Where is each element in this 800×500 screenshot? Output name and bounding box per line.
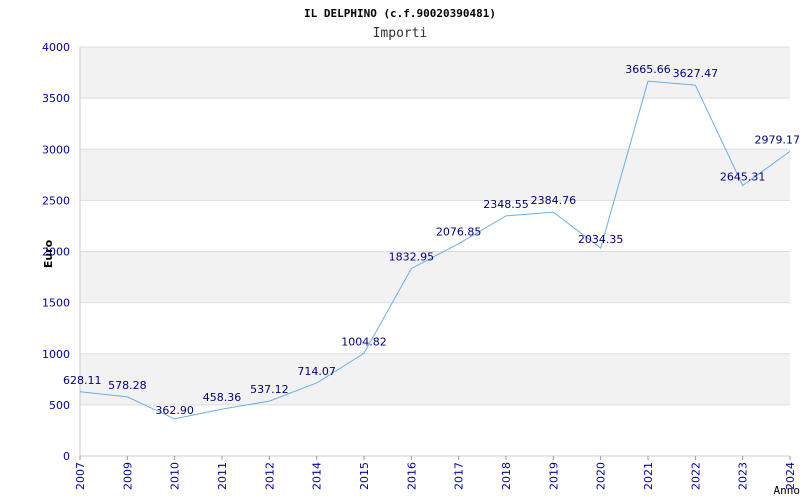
data-label: 714.07 <box>297 365 336 378</box>
data-label: 3665.66 <box>625 63 671 76</box>
x-tick-label: 2023 <box>737 462 750 490</box>
data-label: 578.28 <box>108 379 147 392</box>
chart-title: IL DELPHINO (c.f.90020390481) <box>304 7 496 20</box>
x-tick-label: 2010 <box>169 462 182 490</box>
x-tick-label: 2024 <box>784 462 797 490</box>
y-tick-label: 3000 <box>42 143 70 156</box>
x-axis-label: Anno <box>774 484 800 497</box>
x-tick-label: 2020 <box>595 462 608 490</box>
x-tick-label: 2009 <box>121 462 134 490</box>
y-tick-label: 2000 <box>42 246 70 259</box>
data-label: 2384.76 <box>531 194 577 207</box>
x-tick-label: 2014 <box>311 462 324 490</box>
grid-band <box>80 251 790 303</box>
x-tick-label: 2011 <box>216 462 229 490</box>
x-tick-label: 2015 <box>358 462 371 490</box>
y-tick-label: 0 <box>63 450 70 463</box>
data-label: 3627.47 <box>673 67 719 80</box>
y-tick-label: 500 <box>49 399 70 412</box>
grid-band <box>80 353 790 405</box>
data-label: 1832.95 <box>389 251 435 264</box>
x-tick-label: 2022 <box>689 462 702 490</box>
x-tick-label: 2018 <box>500 462 513 490</box>
x-tick-label: 2021 <box>642 462 655 490</box>
x-tick-label: 2019 <box>547 462 560 490</box>
data-label: 2645.31 <box>720 171 766 184</box>
data-label: 2034.35 <box>578 233 624 246</box>
x-tick-label: 2016 <box>405 462 418 490</box>
background-bands <box>80 47 790 405</box>
y-tick-label: 3500 <box>42 92 70 105</box>
series-line <box>79 80 791 420</box>
grid-band <box>80 149 790 201</box>
data-label: 1004.82 <box>341 335 387 348</box>
data-label: 362.90 <box>155 404 194 417</box>
x-tick-label: 2007 <box>74 462 87 490</box>
chart-subtitle: Importi <box>373 26 428 41</box>
data-label: 2348.55 <box>483 198 529 211</box>
y-tick-label: 4000 <box>42 41 70 54</box>
data-label: 2979.17 <box>755 133 800 146</box>
x-tick-label: 2012 <box>263 462 276 490</box>
x-axis-ticks: 2007 2009 2010 2011 2012 2014 2015 2016 2017 2018… <box>74 456 797 490</box>
data-label: 2076.85 <box>436 226 482 239</box>
data-labels: 628.11 578.28 362.90 458.36 537.12 714.07 1004… <box>63 63 800 417</box>
y-axis-ticks: 0 500 1000 1500 2000 2500 3000 3500 4000 <box>42 41 70 463</box>
y-tick-label: 2500 <box>42 194 70 207</box>
grid-band <box>80 47 790 99</box>
y-tick-label: 1500 <box>42 297 70 310</box>
data-label: 537.12 <box>250 383 289 396</box>
y-axis-label: Euro <box>42 239 55 268</box>
data-label: 628.11 <box>63 374 102 387</box>
gridlines <box>79 46 790 457</box>
x-tick-label: 2017 <box>453 462 466 490</box>
y-tick-label: 1000 <box>42 348 70 361</box>
data-label: 458.36 <box>203 391 242 404</box>
